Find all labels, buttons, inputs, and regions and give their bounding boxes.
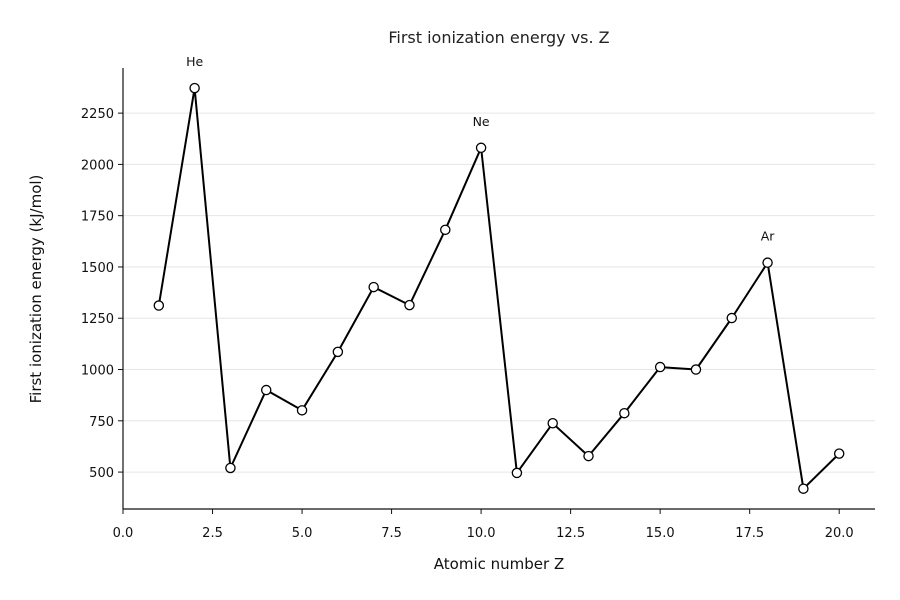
y-axis-label: First ionization energy (kJ/mol) <box>27 175 45 404</box>
data-point <box>475 142 487 154</box>
y-tick-label: 1000 <box>81 364 114 379</box>
x-tick-label: 10.0 <box>467 526 496 541</box>
axes-layer <box>122 68 875 510</box>
data-point <box>690 364 702 375</box>
y-tick-label: 1750 <box>81 210 114 225</box>
x-tick-label: 7.5 <box>381 526 402 541</box>
data-point <box>511 467 523 479</box>
data-point <box>619 407 630 419</box>
y-tick-label: 2000 <box>81 158 114 173</box>
annotation-label: Ne <box>473 114 490 129</box>
x-axis-label: Atomic number Z <box>434 555 564 573</box>
y-tick-label: 500 <box>89 466 114 481</box>
chart-title: First ionization energy vs. Z <box>388 28 609 47</box>
x-tick-label: 20.0 <box>825 526 854 541</box>
data-point <box>833 448 845 459</box>
y-tick-label: 1500 <box>81 261 114 276</box>
data-point <box>654 361 666 373</box>
series-line <box>157 87 840 490</box>
y-tick-label: 1250 <box>81 312 114 327</box>
data-point <box>260 384 272 396</box>
data-point <box>798 483 809 494</box>
x-tick-label: 5.0 <box>292 526 313 541</box>
y-tick-label: 750 <box>89 415 114 430</box>
data-point <box>189 82 200 94</box>
annotation-layer: He Ne Ar <box>186 54 775 244</box>
ticks-layer: 500 750 1000 1250 1500 1750 2000 2250 0.0 2.5 5.0 7… <box>81 107 854 541</box>
data-point <box>762 257 773 268</box>
series-layer <box>153 82 845 494</box>
data-point <box>547 418 558 429</box>
y-tick-label: 2250 <box>81 107 114 122</box>
x-tick-label: 0.0 <box>113 526 134 541</box>
data-point <box>296 405 308 416</box>
data-point <box>583 450 594 462</box>
data-point <box>440 224 451 236</box>
data-point <box>404 299 415 311</box>
data-point <box>225 462 236 474</box>
annotation-label: Ar <box>761 229 776 244</box>
x-tick-label: 12.5 <box>556 526 585 541</box>
data-point <box>332 346 344 358</box>
grid-layer <box>123 112 875 473</box>
x-tick-label: 15.0 <box>646 526 675 541</box>
data-point <box>726 312 738 324</box>
annotation-label: He <box>186 54 203 69</box>
x-tick-label: 17.5 <box>735 526 764 541</box>
x-tick-label: 2.5 <box>202 526 223 541</box>
data-point <box>153 300 165 311</box>
data-point <box>368 281 379 293</box>
